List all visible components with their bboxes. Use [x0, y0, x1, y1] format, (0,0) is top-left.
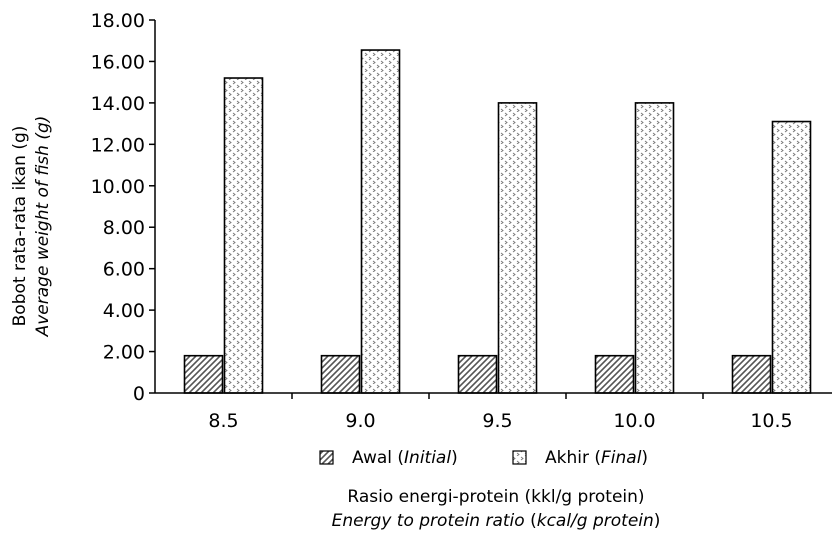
- bar-final: [634, 102, 675, 394]
- y-axis-title-translation: Average weight of fish (g): [33, 116, 53, 338]
- y-tick-label: 18.00: [91, 10, 145, 32]
- y-axis-title: Bobot rata-rata ikan (g): [10, 126, 30, 327]
- y-tick-label: 2.00: [103, 342, 145, 364]
- legend-swatch-initial: [319, 450, 334, 465]
- bar-final: [223, 77, 264, 394]
- y-tick-label: 0: [133, 383, 145, 405]
- y-tick-label: 14.00: [91, 93, 145, 115]
- x-tick-label: 8.5: [208, 410, 238, 432]
- bar-initial: [594, 354, 635, 394]
- y-tick-label: 16.00: [91, 51, 145, 73]
- bar-initial: [731, 354, 772, 394]
- x-axis-title-translation: Energy to protein ratio (kcal/g protein): [332, 511, 661, 531]
- x-tick-label: 9.5: [482, 410, 512, 432]
- x-tick-label: 10.5: [750, 410, 792, 432]
- x-tick-label: 9.0: [345, 410, 375, 432]
- legend-label-final: Akhir (Final): [545, 448, 648, 468]
- y-tick-label: 12.00: [91, 134, 145, 156]
- y-tick-label: 8.00: [103, 217, 145, 239]
- legend: Awal (Initial) Akhir (Final): [319, 448, 648, 468]
- bar-final: [360, 49, 401, 394]
- bar-final: [771, 120, 812, 394]
- bar-initial: [320, 354, 361, 394]
- bar-initial: [183, 354, 224, 394]
- legend-label-initial: Awal (Initial): [352, 448, 458, 468]
- bar-initial: [457, 354, 498, 394]
- x-tick-label: 10.0: [613, 410, 655, 432]
- x-axis: 8.5 9.0 9.5 10.0 10.5: [208, 393, 793, 432]
- bars: [183, 49, 812, 394]
- x-axis-title: Rasio energi-protein (kkl/g protein): [347, 487, 644, 507]
- bar-final: [497, 102, 538, 394]
- y-tick-label: 6.00: [103, 259, 145, 281]
- legend-swatch-final: [512, 450, 527, 465]
- y-axis: 0 2.00 4.00 6.00 8.00 10.00 12.00 14.00 16.00 18.…: [91, 10, 155, 405]
- y-tick-label: 10.00: [91, 176, 145, 198]
- y-tick-label: 4.00: [103, 300, 145, 322]
